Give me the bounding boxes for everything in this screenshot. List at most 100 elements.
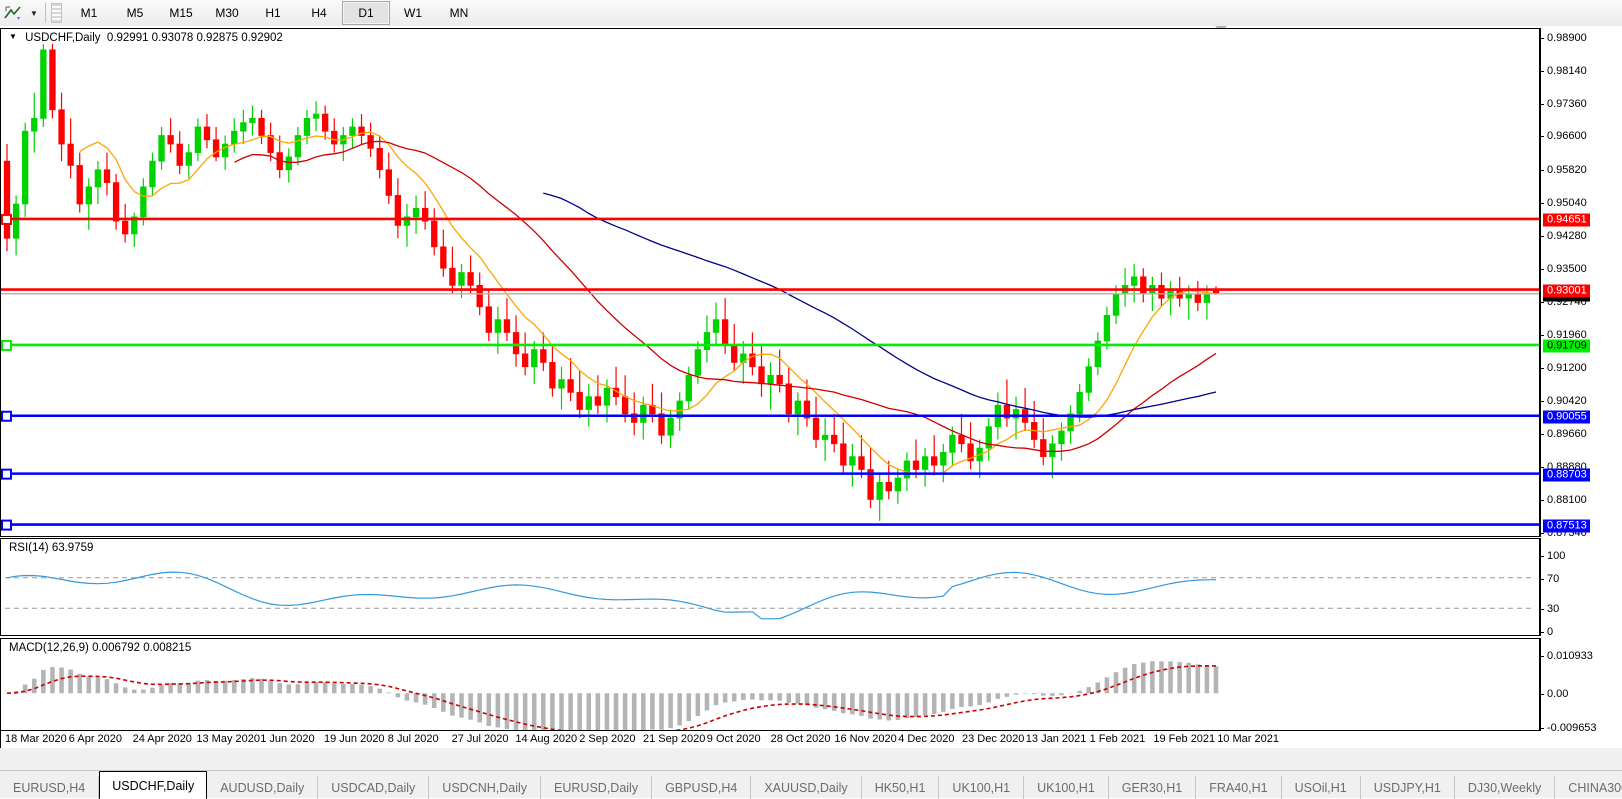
rsi-tick-label: 100 <box>1547 550 1566 562</box>
rsi-tick <box>1540 556 1544 557</box>
tab-uk100-h1[interactable]: UK100,H1 <box>1024 776 1109 799</box>
tab-usdjpy-h1[interactable]: USDJPY,H1 <box>1361 776 1455 799</box>
tab-eurusd-h4[interactable]: EURUSD,H4 <box>0 776 100 799</box>
price-tick-label: 0.90420 <box>1547 395 1587 408</box>
price-tick <box>1540 103 1544 105</box>
time-tick-label: 2 Sep 2020 <box>579 733 636 745</box>
tab-uk100-h1[interactable]: UK100,H1 <box>939 776 1025 799</box>
timeframe-m15[interactable]: M15 <box>169 6 193 20</box>
rsi-tick-label: 30 <box>1547 603 1560 616</box>
timeframe-h1[interactable]: H1 <box>265 6 281 20</box>
level-handle-support-091709 <box>1 339 12 351</box>
macd-pane[interactable]: MACD(12,26,9) 0.006792 0.008215 <box>0 638 1540 731</box>
chart-tools-icon[interactable] <box>0 1 26 25</box>
level-handle-support-087513 <box>1 519 12 531</box>
macd-axis-line <box>1540 638 1541 731</box>
price-tick <box>1540 367 1544 369</box>
tab-usoil-h1[interactable]: USOil,H1 <box>1282 776 1361 799</box>
time-tick-label: 6 Apr 2020 <box>68 733 123 745</box>
rsi-label: RSI(14) 63.9759 <box>7 542 96 554</box>
price-tick-label: 0.98140 <box>1547 64 1587 77</box>
price-tick-label: 0.97360 <box>1547 97 1587 110</box>
macd-svg <box>6 661 1219 730</box>
timeframe-d1[interactable]: D1 <box>342 1 390 25</box>
chart-area: ▼ USDCHF,Daily 0.92991 0.93078 0.92875 0… <box>0 26 1622 748</box>
macd-tick <box>1540 694 1544 696</box>
time-tick-label: 18 Mar 2020 <box>5 733 67 745</box>
tab-usdcnh-daily[interactable]: USDCNH,Daily <box>429 776 542 799</box>
time-tick-label: 19 Feb 2021 <box>1153 733 1216 745</box>
tab-hk50-h1[interactable]: HK50,H1 <box>862 776 940 799</box>
tab-fra40-h1[interactable]: FRA40,H1 <box>1196 776 1282 799</box>
level-tag-resistance-094651[interactable]: 0.94651 <box>1543 213 1590 227</box>
price-tick <box>1540 533 1544 534</box>
time-tick-label: 21 Sep 2020 <box>643 733 706 745</box>
rsi-tick-label: 70 <box>1547 572 1560 585</box>
rsi-svg <box>5 571 1533 620</box>
price-tick <box>1540 467 1544 469</box>
timeframe-mn[interactable]: MN <box>449 6 469 20</box>
ohlc-values: 0.92991 0.93078 0.92875 0.92902 <box>106 32 283 44</box>
macd-scale[interactable]: 0.010933 0.00 -0.009653 <box>1540 638 1622 734</box>
timeframe-w1[interactable]: W1 <box>404 6 422 20</box>
tab-dj30-weekly[interactable]: DJ30,Weekly <box>1455 776 1556 799</box>
tab-list: EURUSD,H4 USDCHF,Daily AUDUSD,Daily USDCAD,… <box>0 770 1622 799</box>
symbol-ohlc-label: ▼ USDCHF,Daily 0.92991 0.93078 0.92875 0… <box>7 32 285 44</box>
rsi-scale[interactable]: 100 70 30 0 <box>1540 538 1622 638</box>
tab-gbpusd-h4[interactable]: GBPUSD,H4 <box>652 776 752 799</box>
price-tick-label: 0.91960 <box>1547 329 1587 342</box>
price-axis-line <box>1540 28 1541 537</box>
time-tick-label: 10 Mar 2021 <box>1217 733 1279 745</box>
price-tick-label: 0.89660 <box>1547 427 1587 440</box>
time-tick-label: 8 Jul 2020 <box>387 733 439 745</box>
tab-usdcad-daily[interactable]: USDCAD,Daily <box>318 776 430 799</box>
tab-xauusd-daily[interactable]: XAUUSD,Daily <box>751 776 862 799</box>
ma-line-0 <box>79 131 1217 476</box>
level-tag-support-087513[interactable]: 0.87513 <box>1543 519 1590 533</box>
timeframe-m5[interactable]: M5 <box>126 6 144 20</box>
tab-china300-h1[interactable]: CHINA300,H1 <box>1555 776 1622 799</box>
level-tag-support-088703[interactable]: 0.88703 <box>1543 468 1590 482</box>
time-tick-label: 28 Oct 2020 <box>770 733 831 745</box>
time-tick-label: 16 Nov 2020 <box>834 733 897 745</box>
tab-ger30-h1[interactable]: GER30,H1 <box>1109 776 1197 799</box>
price-pane[interactable]: ▼ USDCHF,Daily 0.92991 0.93078 0.92875 0… <box>0 28 1540 537</box>
price-tick <box>1540 38 1544 39</box>
macd-tick <box>1540 728 1544 729</box>
tab-eurusd-daily[interactable]: EURUSD,Daily <box>541 776 653 799</box>
time-tick-label: 23 Dec 2020 <box>962 733 1025 745</box>
rsi-pane[interactable]: RSI(14) 63.9759 <box>0 538 1540 636</box>
price-tick <box>1540 269 1544 271</box>
toolbar-separator <box>45 3 46 23</box>
level-tag-support-091709[interactable]: 0.91709 <box>1543 339 1590 353</box>
macd-histogram <box>13 661 1219 730</box>
time-tick-label: 24 Apr 2020 <box>132 733 192 745</box>
tab-usdchf-daily[interactable]: USDCHF,Daily <box>99 771 208 799</box>
timeframe-h4[interactable]: H4 <box>311 6 327 20</box>
price-tick-label: 0.88100 <box>1547 494 1587 507</box>
time-axis[interactable]: 18 Mar 2020 6 Apr 2020 24 Apr 2020 13 May 2… <box>0 731 1541 748</box>
rsi-line <box>6 571 1217 620</box>
timeframe-m30[interactable]: M30 <box>215 6 239 20</box>
price-scale[interactable]: 0.98900 0.98140 0.97360 0.96600 0.95820 0.950… <box>1540 28 1622 539</box>
timeframe-m1[interactable]: M1 <box>80 6 98 20</box>
price-tick-label: 0.94280 <box>1547 229 1587 242</box>
timeframe-toolbar: ▼ M1 M5 M15 M30 H1 H4 D1 W1 MN <box>0 0 1622 27</box>
macd-tick-label: 0.010933 <box>1547 650 1593 662</box>
chevron-down-icon[interactable]: ▼ <box>30 8 38 18</box>
time-tick-label: 14 Aug 2020 <box>515 733 578 745</box>
candlestick-series <box>3 37 1220 521</box>
price-tick-label: 0.95820 <box>1547 163 1587 176</box>
price-tick <box>1540 401 1544 403</box>
time-tick-label: 19 Jun 2020 <box>324 733 385 745</box>
rsi-tick <box>1540 609 1544 611</box>
tab-audusd-daily[interactable]: AUDUSD,Daily <box>207 776 319 799</box>
level-tag-support-090055[interactable]: 0.90055 <box>1543 410 1590 424</box>
toolbar-grip[interactable] <box>51 3 62 23</box>
level-tag-resistance-093001[interactable]: 0.93001 <box>1543 284 1590 298</box>
collapse-caret-icon[interactable]: ▼ <box>9 32 17 41</box>
time-tick-label: 4 Dec 2020 <box>898 733 955 745</box>
price-tick <box>1540 301 1544 303</box>
price-tick <box>1540 136 1544 138</box>
